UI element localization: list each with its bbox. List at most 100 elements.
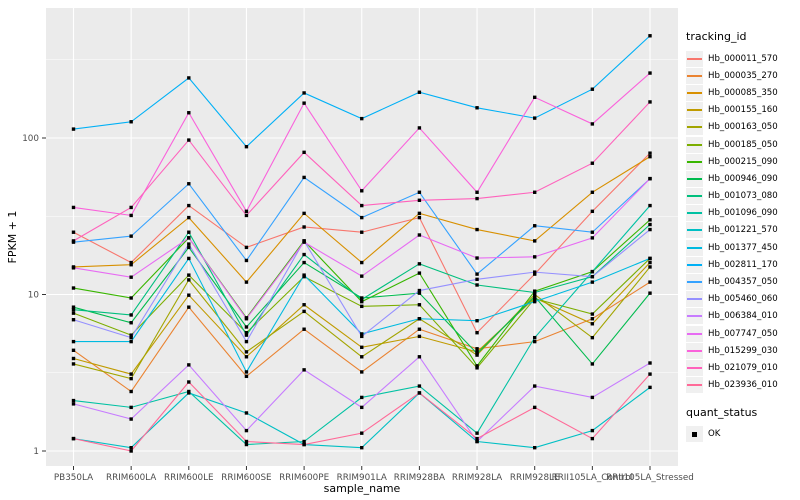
line-swatch-icon [687, 212, 702, 215]
data-point [360, 355, 364, 359]
legend-entry: Hb_000035_270 [686, 67, 798, 84]
data-point [71, 318, 76, 322]
data-point [302, 225, 306, 229]
data-point [590, 269, 595, 274]
legend-entry-label: Hb_001377_450 [708, 242, 778, 253]
legend-entry-ok: OK [686, 426, 798, 443]
data-point [129, 313, 133, 317]
data-point [648, 260, 652, 265]
data-point [302, 240, 306, 244]
x-tick-label: RRIM600SE [221, 473, 271, 483]
line-swatch-icon [687, 126, 702, 129]
data-point [129, 205, 133, 210]
data-point [648, 151, 652, 155]
legend-entry: Hb_000011_570 [686, 50, 798, 67]
data-point [129, 405, 133, 410]
legend-entry-label: Hb_000011_570 [708, 53, 778, 64]
data-point [360, 260, 364, 265]
data-point [417, 391, 422, 395]
data-point [417, 215, 422, 220]
data-point [360, 431, 364, 435]
legend-key-line [686, 325, 703, 342]
data-point [129, 417, 133, 421]
data-point [302, 368, 306, 372]
y-tick-label: 100 [22, 134, 39, 144]
data-point [244, 350, 249, 354]
data-point [533, 297, 537, 301]
data-point [417, 198, 422, 202]
legend-key-line [686, 67, 703, 84]
legend-entry-label: Hb_021079_010 [708, 362, 778, 373]
data-point [417, 334, 422, 339]
legend-entry-label: Hb_000085_350 [708, 87, 778, 98]
data-point [244, 331, 249, 335]
legend-key-line [686, 153, 703, 170]
data-point [648, 154, 652, 159]
legend-entry: Hb_000185_050 [686, 136, 798, 153]
data-point [590, 161, 595, 165]
legend-entry-label: Hb_015299_030 [708, 345, 778, 356]
data-point [590, 274, 595, 279]
data-point [71, 266, 76, 270]
data-point [360, 230, 364, 234]
data-point [533, 270, 537, 274]
x-tick-label: PB350LA [54, 473, 93, 483]
data-point [129, 263, 133, 267]
legend-key-line [686, 377, 703, 394]
line-swatch-icon [687, 91, 702, 94]
data-point [187, 293, 191, 297]
x-tick-label: RRIM600LE [164, 473, 214, 483]
data-point [648, 34, 652, 38]
data-point [417, 291, 422, 295]
legend-entry-label: Hb_000185_050 [708, 139, 778, 150]
data-point [129, 234, 133, 238]
data-point [302, 442, 306, 447]
data-point [71, 307, 76, 312]
data-point [244, 258, 249, 263]
data-point [475, 190, 479, 194]
data-point [475, 351, 479, 356]
line-swatch-icon [687, 332, 702, 335]
data-point [590, 122, 595, 126]
legend-entry-label: Hb_001096_090 [708, 208, 778, 219]
legend-entry: Hb_007747_050 [686, 325, 798, 342]
data-point [417, 211, 422, 216]
legend-entry-label: Hb_023936_010 [708, 380, 778, 391]
data-point [360, 274, 364, 278]
legend-key-line [686, 291, 703, 308]
data-point [360, 445, 364, 450]
data-point [417, 190, 422, 194]
line-swatch-icon [687, 246, 702, 249]
data-point [360, 116, 364, 121]
line-swatch-icon [687, 229, 702, 232]
legend-key-line [686, 308, 703, 325]
data-point [129, 333, 133, 337]
data-point [590, 322, 595, 326]
data-point [648, 203, 652, 208]
legend-entry-label: Hb_000163_050 [708, 122, 778, 133]
legend-key-line [686, 119, 703, 136]
legend-key-line [686, 274, 703, 291]
data-point [244, 144, 249, 149]
legend-key-line [686, 359, 703, 376]
data-point [475, 277, 479, 282]
data-point [187, 203, 191, 208]
legend-entry-label: Hb_001221_570 [708, 225, 778, 236]
data-point [475, 319, 479, 323]
legend-entry: Hb_001221_570 [686, 222, 798, 239]
legend-key-line [686, 205, 703, 222]
data-point [302, 327, 306, 331]
data-point [475, 364, 479, 368]
data-point [71, 339, 76, 344]
data-point [533, 405, 537, 410]
data-point [648, 280, 652, 284]
data-point [129, 120, 133, 124]
data-point [533, 339, 537, 344]
data-point [71, 239, 76, 243]
data-point [590, 209, 595, 214]
legend-key-line [686, 84, 703, 101]
data-point [648, 222, 652, 227]
legend-entry: Hb_001377_450 [686, 239, 798, 256]
data-point [417, 317, 422, 321]
x-tick-label: RRIM928BA [394, 473, 445, 483]
